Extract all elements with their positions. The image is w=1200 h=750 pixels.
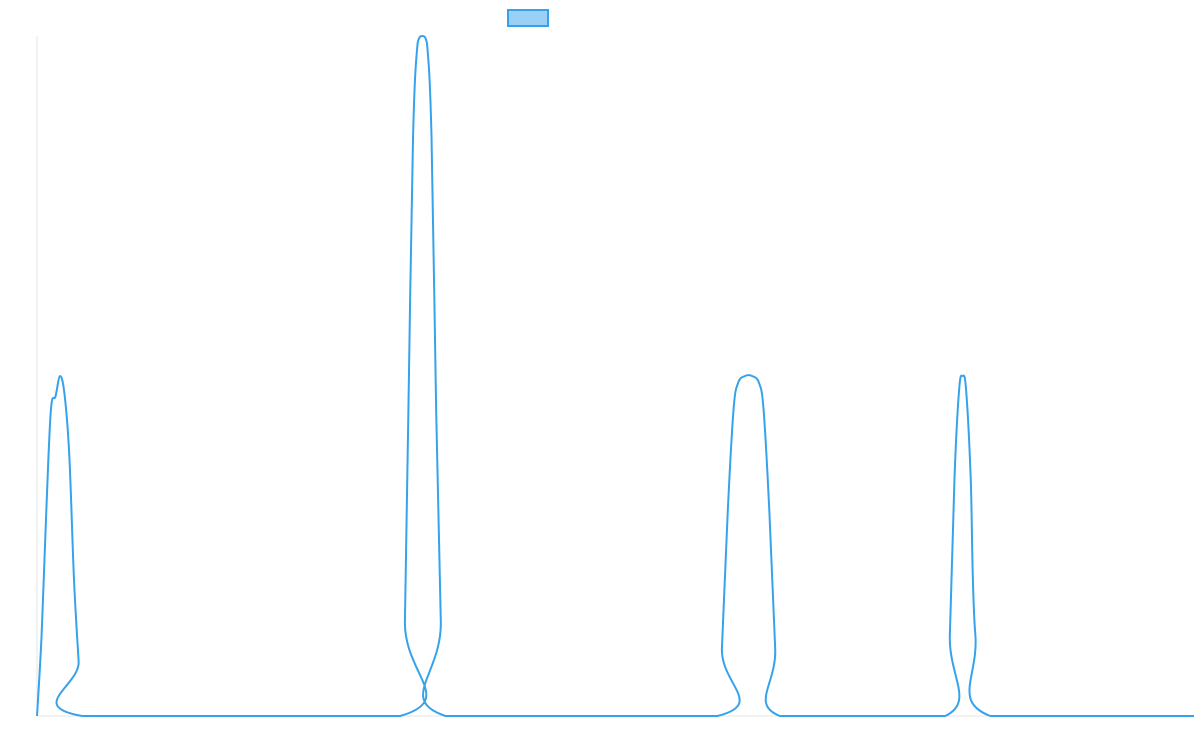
- data-point[interactable]: [947, 631, 953, 637]
- data-point[interactable]: [714, 713, 720, 719]
- data-point[interactable]: [772, 645, 778, 651]
- data-point[interactable]: [402, 618, 408, 624]
- data-point[interactable]: [71, 577, 77, 583]
- series-line-0[interactable]: [36, 35, 1194, 718]
- data-point[interactable]: [956, 387, 962, 393]
- series-layer: [34, 33, 1197, 719]
- data-point[interactable]: [419, 33, 425, 39]
- data-point[interactable]: [731, 407, 737, 413]
- data-point[interactable]: [942, 713, 948, 719]
- data-point[interactable]: [62, 393, 68, 399]
- data-point[interactable]: [968, 475, 974, 481]
- data-point[interactable]: [442, 713, 448, 719]
- data-point[interactable]: [57, 373, 63, 379]
- data-point[interactable]: [410, 135, 416, 141]
- data-point[interactable]: [424, 40, 430, 46]
- data-point[interactable]: [777, 713, 783, 719]
- data-point[interactable]: [735, 380, 741, 386]
- legend[interactable]: [507, 9, 549, 27]
- data-point[interactable]: [972, 631, 978, 637]
- data-point[interactable]: [79, 713, 85, 719]
- data-point[interactable]: [397, 713, 403, 719]
- data-point[interactable]: [987, 713, 993, 719]
- data-point[interactable]: [48, 407, 54, 413]
- data-point[interactable]: [725, 509, 731, 515]
- data-point[interactable]: [429, 135, 435, 141]
- data-point[interactable]: [66, 455, 72, 461]
- data-point[interactable]: [719, 645, 725, 651]
- data-point[interactable]: [963, 387, 969, 393]
- data-point[interactable]: [438, 618, 444, 624]
- data-point[interactable]: [952, 475, 958, 481]
- data-point[interactable]: [34, 713, 40, 719]
- data-point[interactable]: [415, 40, 421, 46]
- data-point[interactable]: [1191, 713, 1197, 719]
- data-point[interactable]: [39, 631, 45, 637]
- data-point[interactable]: [742, 373, 748, 379]
- data-point[interactable]: [761, 407, 767, 413]
- data-point[interactable]: [756, 380, 762, 386]
- data-point[interactable]: [960, 373, 966, 379]
- data-point[interactable]: [433, 407, 439, 413]
- data-point[interactable]: [749, 373, 755, 379]
- data-point[interactable]: [405, 407, 411, 413]
- data-point[interactable]: [766, 509, 772, 515]
- legend-swatch[interactable]: [507, 9, 549, 27]
- data-point[interactable]: [76, 659, 82, 665]
- data-point[interactable]: [53, 393, 59, 399]
- data-point[interactable]: [43, 509, 49, 515]
